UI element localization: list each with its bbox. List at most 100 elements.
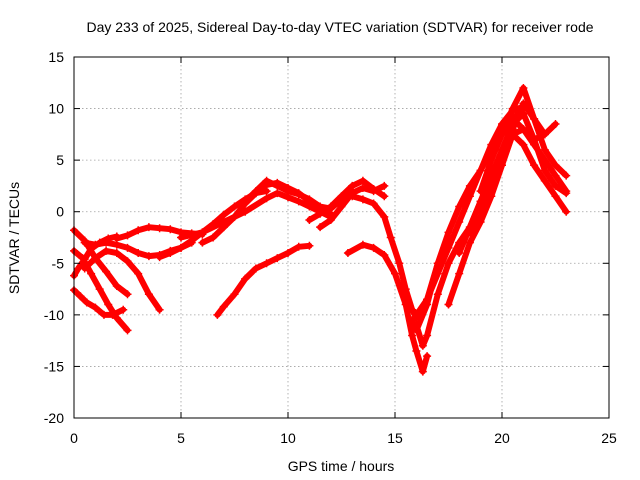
chart-title: Day 233 of 2025, Sidereal Day-to-day VTE…	[86, 19, 593, 35]
data-point	[540, 176, 549, 185]
y-tick-label: -15	[44, 358, 64, 374]
data-point	[241, 207, 250, 216]
data-point	[369, 243, 378, 252]
data-point	[395, 259, 404, 268]
data-point	[316, 209, 325, 218]
data-point	[166, 248, 175, 257]
data-point	[519, 83, 528, 92]
data-point	[498, 125, 506, 134]
data-point	[177, 243, 185, 252]
data-point	[209, 233, 218, 242]
x-tick-label: 5	[177, 430, 185, 446]
data-point	[519, 125, 528, 134]
series-track-16	[343, 240, 432, 376]
data-point	[123, 231, 132, 240]
data-point	[76, 292, 85, 301]
data-point	[123, 257, 132, 266]
data-point	[562, 171, 571, 180]
data-point	[551, 181, 560, 190]
data-point	[530, 161, 539, 170]
data-point	[465, 181, 474, 190]
data-point	[219, 223, 228, 232]
data-point	[241, 197, 250, 206]
series-track-9	[177, 189, 335, 242]
data-point	[123, 326, 132, 335]
data-point	[487, 171, 496, 180]
data-point	[423, 352, 432, 361]
data-point	[251, 264, 260, 273]
data-point	[104, 300, 113, 309]
data-point	[123, 243, 132, 252]
data-point	[498, 150, 506, 159]
series-track-5	[80, 246, 164, 314]
data-point	[87, 269, 96, 278]
data-point	[112, 248, 121, 257]
data-point	[123, 290, 132, 299]
data-point	[380, 212, 389, 221]
data-point	[358, 240, 367, 249]
data-point	[144, 290, 153, 299]
data-point	[508, 114, 517, 123]
y-tick-label: 5	[56, 152, 64, 168]
data-point	[551, 192, 560, 201]
data-point	[294, 242, 303, 251]
series-line	[344, 241, 431, 375]
x-tick-label: 0	[70, 430, 78, 446]
data-point	[519, 140, 528, 149]
data-point	[102, 238, 111, 247]
data-point	[337, 202, 346, 211]
series-track-24	[498, 114, 571, 196]
data-point	[177, 233, 185, 242]
data-point	[465, 238, 474, 247]
data-point	[369, 199, 378, 208]
data-point	[262, 259, 271, 268]
data-point	[408, 305, 417, 314]
data-point	[305, 215, 314, 224]
data-point	[213, 310, 222, 319]
series-track-3	[70, 286, 128, 319]
data-point	[540, 145, 549, 154]
series-track-14	[305, 176, 389, 224]
y-tick-label: 15	[48, 49, 64, 65]
data-point	[380, 251, 389, 260]
data-point	[358, 183, 367, 192]
data-point	[391, 269, 399, 278]
x-tick-label: 20	[494, 430, 510, 446]
data-point	[540, 166, 549, 175]
series-line	[81, 247, 163, 313]
plot-frame	[73, 56, 610, 419]
x-tick-label: 25	[601, 430, 617, 446]
data-point	[444, 259, 453, 268]
series-line	[214, 242, 313, 318]
data-point	[294, 197, 303, 206]
data-point	[134, 226, 143, 235]
x-tick-label: 15	[387, 430, 403, 446]
data-point	[95, 285, 104, 294]
data-point	[348, 181, 357, 190]
data-point	[412, 346, 421, 355]
data-point	[358, 176, 367, 185]
y-tick-label: 10	[48, 101, 64, 117]
y-tick-label: 0	[56, 204, 64, 220]
data-point	[155, 305, 164, 314]
series-line	[71, 287, 127, 318]
series-track-23	[455, 130, 571, 257]
x-tick-label: 10	[280, 430, 296, 446]
data-point	[418, 341, 427, 350]
data-point	[418, 367, 427, 376]
data-point	[455, 202, 464, 211]
data-point	[476, 197, 485, 206]
data-point	[80, 264, 89, 273]
data-point	[380, 181, 389, 190]
data-point	[562, 207, 571, 216]
y-tick-label: -10	[44, 307, 64, 323]
data-point	[219, 210, 228, 219]
data-point	[112, 281, 121, 290]
data-point	[102, 246, 111, 255]
data-point	[91, 254, 100, 263]
series-line	[306, 177, 388, 223]
data-point	[262, 194, 271, 203]
data-point	[262, 176, 271, 185]
data-point	[166, 225, 175, 234]
